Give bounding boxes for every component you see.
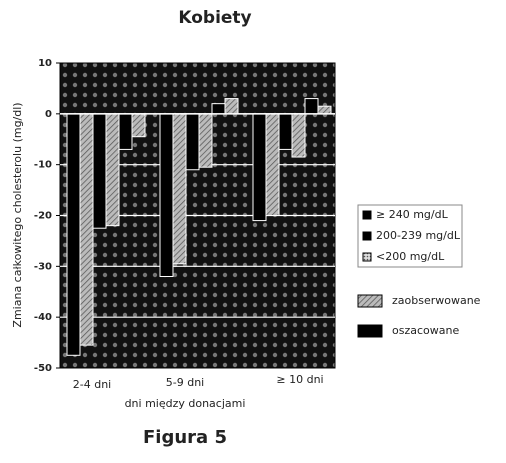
legend-marker [362, 210, 372, 220]
chart-title: Kobiety [178, 8, 251, 28]
bar [66, 113, 81, 356]
y-tick-label: -30 [34, 261, 52, 272]
y-tick-label: -10 [34, 160, 52, 171]
x-axis-title: dni między donacjami [125, 397, 246, 410]
legend-marker [357, 294, 383, 308]
x-tick-label: 5-9 dni [166, 376, 204, 389]
y-tick-label: -50 [34, 363, 52, 374]
bar [291, 113, 306, 158]
bar [105, 113, 120, 227]
bar [92, 113, 107, 229]
bar [172, 113, 187, 265]
bar [185, 113, 200, 171]
legend-label: ≥ 240 mg/dL [376, 208, 449, 221]
legend-label: <200 mg/dL [376, 250, 445, 263]
bar [131, 113, 146, 138]
legend-marker [357, 324, 383, 338]
bar [118, 113, 133, 150]
y-tick-label: -40 [34, 312, 52, 323]
y-tick-label: 10 [38, 58, 52, 69]
bar [265, 113, 280, 216]
legend-marker [362, 252, 372, 262]
bar [198, 113, 213, 168]
bar [224, 98, 239, 115]
bar [278, 113, 293, 150]
legend-box [357, 204, 463, 268]
legend-label: 200-239 mg/dL [376, 229, 461, 242]
bar [252, 113, 267, 222]
bar [317, 105, 332, 115]
x-tick-label: 2-4 dni [73, 378, 111, 391]
y-tick-label: 0 [45, 109, 52, 120]
bar [159, 113, 174, 278]
caption: Figura 5 [143, 427, 227, 448]
bar [79, 113, 94, 346]
bar [211, 103, 226, 115]
bar [304, 98, 319, 115]
legend-label: zaobserwowane [392, 294, 481, 307]
y-axis-title: Zmiana całkowitego cholesterolu (mg/dl) [11, 102, 24, 327]
legend-label: oszacowane [392, 324, 459, 337]
x-tick-label: ≥ 10 dni [276, 373, 323, 386]
legend-marker [362, 231, 372, 241]
y-tick-label: -20 [34, 211, 52, 222]
